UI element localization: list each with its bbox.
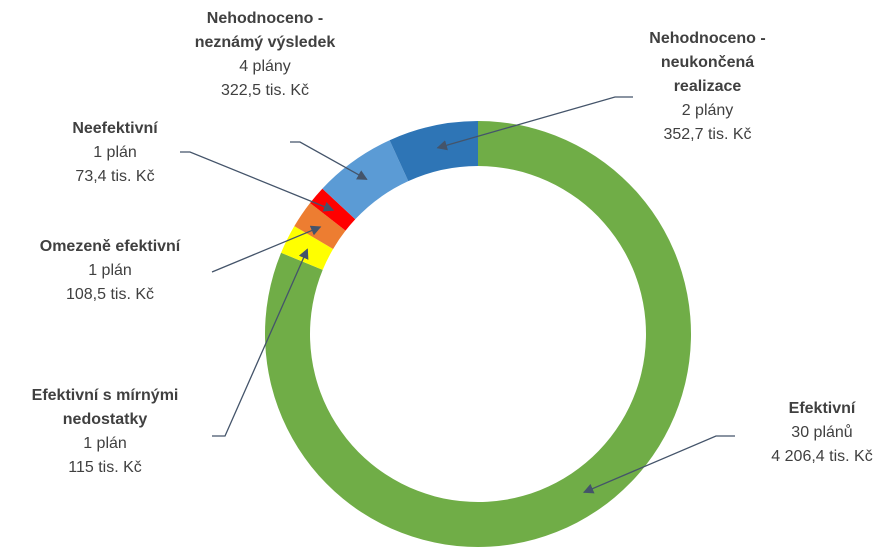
label-count: 1 plán	[88, 262, 132, 279]
data-label: Efektivní s mírnými nedostatky 1 plán 115 …	[5, 384, 205, 480]
data-label: Nehodnoceno - neukončená realizace 2 plán…	[640, 27, 775, 147]
data-label: Efektivní 30 plánů 4 206,4 tis. Kč	[742, 397, 894, 469]
label-value: 115 tis. Kč	[68, 459, 142, 476]
leader-line	[290, 141, 368, 180]
label-value: 322,5 tis. Kč	[220, 82, 310, 99]
label-name: Nehodnoceno - neukončená realizace	[649, 30, 766, 95]
label-count: 1 plán	[83, 435, 127, 452]
label-count: 4 plány	[239, 58, 291, 75]
leader-line	[211, 225, 322, 273]
leader-line	[212, 248, 309, 437]
label-count: 1 plán	[93, 144, 137, 161]
leader-line	[582, 435, 735, 494]
label-value: 73,4 tis. Kč	[75, 168, 155, 185]
data-label: Nehodnoceno - neznámý výsledek 4 plány 322…	[175, 7, 355, 103]
data-label: Omezeně efektivní 1 plán 108,5 tis. Kč	[5, 235, 215, 307]
label-value: 4 206,4 tis. Kč	[771, 448, 873, 465]
label-name: Omezeně efektivní	[39, 238, 181, 255]
label-count: 2 plány	[681, 102, 734, 119]
leader-line	[180, 151, 335, 212]
leader-line	[436, 96, 633, 151]
donut-slice	[389, 121, 478, 182]
label-name: Efektivní	[788, 400, 856, 417]
label-name: Efektivní s mírnými nedostatky	[31, 387, 179, 428]
label-value: 108,5 tis. Kč	[65, 286, 155, 303]
label-count: 30 plánů	[791, 424, 853, 441]
label-value: 352,7 tis. Kč	[663, 126, 752, 143]
label-name: Neefektivní	[72, 120, 158, 137]
donut-slice	[281, 226, 334, 270]
label-name: Nehodnoceno - neznámý výsledek	[194, 10, 336, 51]
data-label: Neefektivní 1 plán 73,4 tis. Kč	[40, 117, 190, 189]
